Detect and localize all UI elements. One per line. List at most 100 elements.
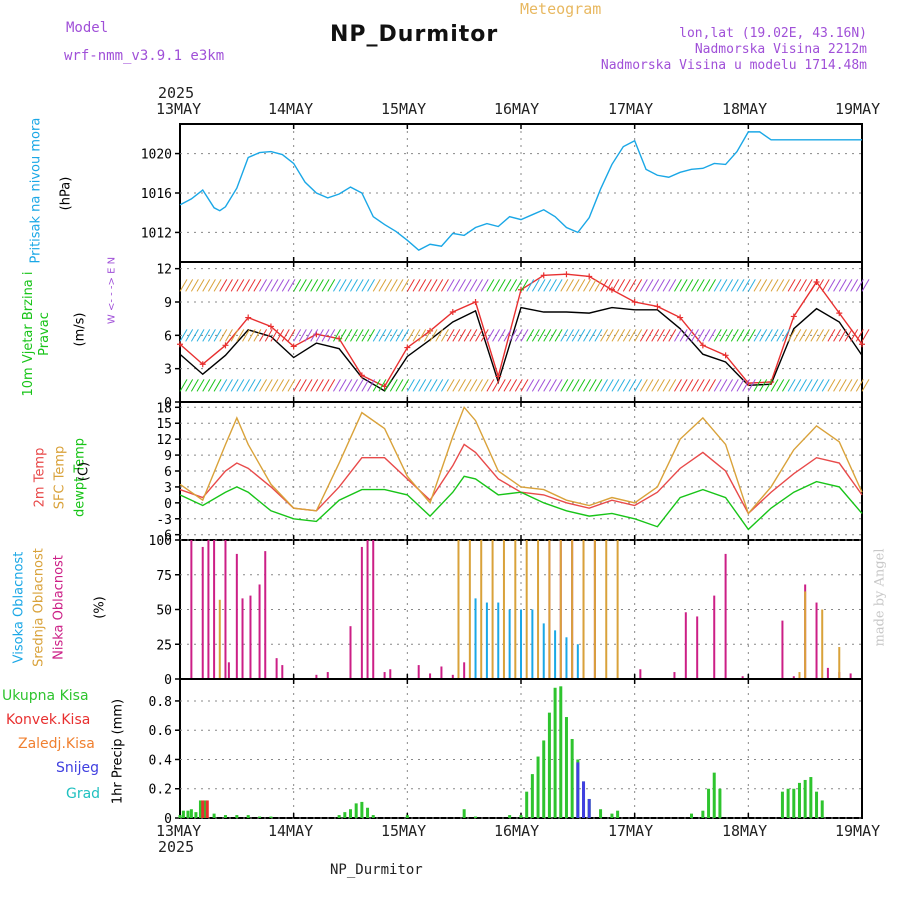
date-bottom-6: 19MAY [835,822,881,840]
wind-barb [401,279,410,292]
bar-niska-oblacnost [326,672,329,679]
wind-barb [520,379,529,392]
wind-barb [571,279,580,292]
wind-barb [446,279,455,292]
wind-barb [816,379,824,392]
bar-ukupna-kisa [701,810,705,818]
wind-barb [588,379,597,392]
wind-barb [838,329,847,342]
wind-barb [441,379,449,392]
wind-barb [736,379,745,392]
bar-niska-oblacnost [372,540,375,679]
gust-marker [290,343,297,350]
wind-barb [423,279,432,292]
wind-barb [855,279,864,292]
bar-ukupna-kisa [349,809,352,818]
wind-barb [492,329,501,342]
date-bottom-5: 18MAY [722,822,768,840]
bar-niska-oblacnost [383,672,386,679]
bar-srednja-oblacnost [582,540,585,679]
year-top: 2025 [158,84,195,102]
wind-barb [861,279,870,292]
wind-barb [361,279,370,292]
wind-barb [429,379,438,392]
wind-barb [611,279,620,292]
date-bottom-3: 16MAY [494,822,540,840]
wind-barb [463,279,472,292]
wind-barb [679,379,688,392]
wind-barb [668,379,677,392]
bar-ukupna-kisa [547,712,551,818]
wind-barb [207,279,216,292]
wind-barb [441,279,449,292]
bar-ukupna-kisa [203,800,207,818]
wind-barb [713,279,722,292]
wind-barb [372,379,381,392]
wind-barb [651,379,660,392]
wind-barb [793,279,802,292]
wind-barb [628,329,637,342]
wind-barb [764,379,773,392]
wind-barb [196,379,205,392]
y-tick-label: 50 [156,604,172,619]
wind-barb [412,279,421,292]
wind-barb [691,379,699,392]
wind-barb [571,379,580,392]
wind-barb [531,379,540,392]
bar-visoka-oblacnost [531,609,534,679]
bar-ukupna-kisa [803,779,807,818]
wind-barb [196,279,205,292]
y-tick-label: 0 [164,673,172,688]
wind-barb [747,329,756,342]
wind-barb [656,329,665,342]
wind-barb [634,379,643,392]
location-line: lon,lat (19.02E, 43.16N) [679,26,867,41]
bar-ukupna-kisa [198,800,202,818]
wind-barb [395,379,404,392]
bar-ukupna-kisa [181,810,185,818]
wind-barb [259,379,267,392]
wind-barb [634,279,643,292]
wind-barb [770,279,779,292]
wind-barb [617,329,626,342]
wind-barb [236,379,245,392]
gust-marker [699,342,706,349]
wind-barb [719,279,728,292]
wind-barb [486,279,495,292]
legend-zaledj: Zaledj.Kisa [18,736,95,752]
wind-barb [520,329,529,342]
wind-barb [344,379,353,392]
bar-srednja-oblacnost [804,591,807,679]
wind-barb [696,379,705,392]
bar-srednja-oblacnost [537,540,540,679]
wind-barb [594,379,603,392]
wind-barb [799,279,807,292]
wind-barb [514,279,523,292]
wind-barb [696,329,705,342]
wind-barb [668,279,677,292]
wind-barb [639,329,648,342]
wind-barb [475,279,483,292]
bar-niska-oblacnost [349,626,352,679]
bar-srednja-oblacnost [218,599,221,679]
bar-ukupna-kisa [343,812,347,818]
bar-ukupna-kisa [570,738,574,818]
bar-ukupna-kisa [269,816,273,818]
gust-marker [199,361,206,368]
wind-barb [622,279,631,292]
wind-barb [441,329,449,342]
bar-ukupna-kisa [354,803,358,818]
bar-srednja-oblacnost [480,540,483,679]
wind-barb [611,329,620,342]
date-bottom-4: 17MAY [608,822,654,840]
bar-niska-oblacnost [673,672,676,679]
wind-barb [844,329,853,342]
bar-niska-oblacnost [815,602,818,679]
wind-barb [304,379,313,392]
wind-barb [253,279,262,292]
wind-barb [702,379,711,392]
wind-barb [486,329,495,342]
wind-barb [548,279,557,292]
wind-barb [486,379,495,392]
wind-barb [435,379,444,392]
